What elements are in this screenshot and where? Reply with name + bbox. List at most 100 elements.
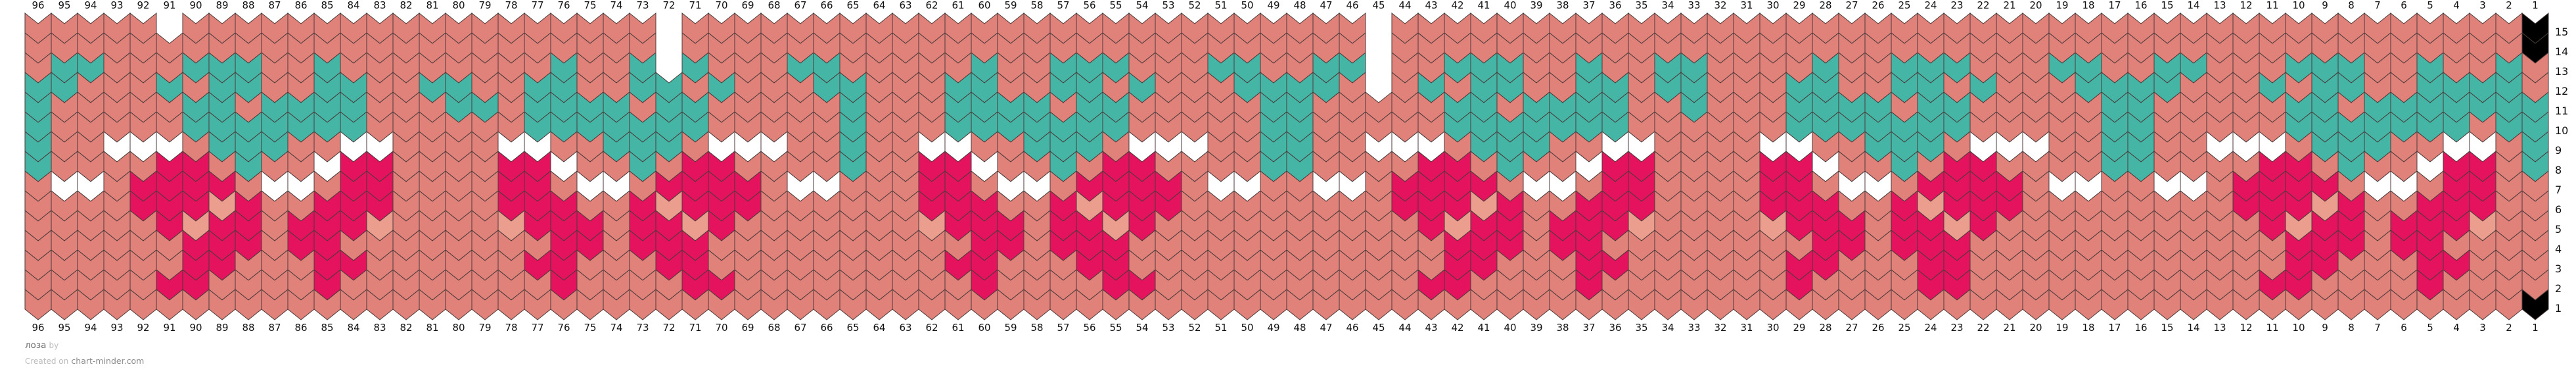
- column-label-bottom: 94: [84, 322, 97, 334]
- column-label-top: 70: [715, 0, 727, 11]
- column-label-bottom: 39: [1530, 322, 1542, 334]
- column-label-bottom: 18: [2082, 322, 2094, 334]
- column-label-bottom: 83: [373, 322, 386, 334]
- column-label-top: 91: [163, 0, 175, 11]
- column-label-bottom: 45: [1372, 322, 1385, 334]
- column-label-bottom: 1: [2532, 322, 2539, 334]
- column-label-bottom: 78: [505, 322, 517, 334]
- chart-minder-link[interactable]: chart-minder.com: [71, 355, 145, 366]
- column-label-bottom: 12: [2240, 322, 2252, 334]
- column-label-bottom: 52: [1188, 322, 1201, 334]
- column-label-top: 5: [2427, 0, 2433, 11]
- column-label-bottom: 34: [1661, 322, 1674, 334]
- column-label-top: 31: [1740, 0, 1753, 11]
- column-label-bottom: 95: [58, 322, 70, 334]
- column-label-top: 78: [505, 0, 517, 11]
- column-label-top: 34: [1661, 0, 1674, 11]
- row-label: 12: [2555, 85, 2568, 97]
- column-label-bottom: 54: [1136, 322, 1148, 334]
- column-label-top: 54: [1136, 0, 1148, 11]
- column-label-top: 90: [189, 0, 202, 11]
- chart-author-by: by: [49, 341, 59, 350]
- column-label-top: 6: [2401, 0, 2407, 11]
- column-label-top: 8: [2348, 0, 2355, 11]
- row-label: 1: [2555, 302, 2562, 314]
- column-label-bottom: 73: [636, 322, 649, 334]
- column-label-top: 23: [1950, 0, 1963, 11]
- column-label-bottom: 63: [899, 322, 911, 334]
- column-label-bottom: 32: [1714, 322, 1726, 334]
- column-label-top: 86: [294, 0, 307, 11]
- column-label-bottom: 41: [1477, 322, 1490, 334]
- column-label-bottom: 40: [1504, 322, 1516, 334]
- column-label-top: 20: [2029, 0, 2042, 11]
- column-label-top: 48: [1293, 0, 1306, 11]
- column-label-bottom: 89: [216, 322, 228, 334]
- column-label-top: 75: [584, 0, 596, 11]
- column-label-top: 63: [899, 0, 911, 11]
- column-label-top: 69: [741, 0, 754, 11]
- chart-title-line: лоза by: [25, 338, 144, 354]
- column-label-top: 89: [216, 0, 228, 11]
- created-on-label: Created on: [25, 356, 69, 366]
- column-label-top: 65: [846, 0, 859, 11]
- column-label-bottom: 8: [2348, 322, 2355, 334]
- column-label-top: 35: [1635, 0, 1647, 11]
- column-label-bottom: 75: [584, 322, 596, 334]
- chart-footer: лоза by Created on chart-minder.com: [25, 338, 144, 370]
- column-label-bottom: 28: [1819, 322, 1831, 334]
- column-label-bottom: 71: [689, 322, 701, 334]
- column-label-top: 30: [1766, 0, 1779, 11]
- column-label-top: 42: [1451, 0, 1463, 11]
- column-label-top: 50: [1241, 0, 1253, 11]
- column-label-bottom: 61: [952, 322, 964, 334]
- column-label-bottom: 44: [1398, 322, 1411, 334]
- column-label-top: 64: [873, 0, 885, 11]
- column-label-bottom: 47: [1320, 322, 1332, 334]
- column-label-bottom: 10: [2292, 322, 2305, 334]
- column-label-bottom: 67: [794, 322, 806, 334]
- column-label-bottom: 51: [1214, 322, 1227, 334]
- column-label-top: 41: [1477, 0, 1490, 11]
- column-label-top: 61: [952, 0, 964, 11]
- column-label-top: 55: [1109, 0, 1122, 11]
- column-label-bottom: 7: [2374, 322, 2381, 334]
- column-label-bottom: 38: [1556, 322, 1569, 334]
- column-label-top: 26: [1872, 0, 1884, 11]
- column-label-top: 18: [2082, 0, 2094, 11]
- column-label-top: 56: [1083, 0, 1095, 11]
- row-label: 6: [2555, 203, 2562, 216]
- column-label-bottom: 80: [452, 322, 465, 334]
- row-label: 8: [2555, 164, 2562, 176]
- column-label-bottom: 57: [1057, 322, 1069, 334]
- column-label-top: 24: [1924, 0, 1937, 11]
- column-label-top: 29: [1793, 0, 1805, 11]
- column-label-bottom: 48: [1293, 322, 1306, 334]
- column-label-bottom: 91: [163, 322, 175, 334]
- stitch[interactable]: [2521, 288, 2549, 320]
- column-label-top: 19: [2056, 0, 2068, 11]
- column-label-bottom: 74: [610, 322, 622, 334]
- column-label-bottom: 14: [2187, 322, 2199, 334]
- column-label-top: 95: [58, 0, 70, 11]
- column-label-bottom: 31: [1740, 322, 1753, 334]
- column-label-bottom: 5: [2427, 322, 2433, 334]
- column-label-top: 25: [1898, 0, 1910, 11]
- column-label-top: 52: [1188, 0, 1201, 11]
- column-label-bottom: 76: [557, 322, 570, 334]
- column-label-top: 71: [689, 0, 701, 11]
- row-label: 14: [2555, 45, 2568, 58]
- column-label-top: 51: [1214, 0, 1227, 11]
- column-label-top: 53: [1162, 0, 1174, 11]
- column-label-bottom: 70: [715, 322, 727, 334]
- row-label: 5: [2555, 223, 2562, 236]
- column-label-top: 96: [32, 0, 44, 11]
- column-label-top: 39: [1530, 0, 1542, 11]
- column-label-bottom: 69: [741, 322, 754, 334]
- column-label-bottom: 20: [2029, 322, 2042, 334]
- column-label-top: 49: [1267, 0, 1279, 11]
- column-label-bottom: 27: [1845, 322, 1858, 334]
